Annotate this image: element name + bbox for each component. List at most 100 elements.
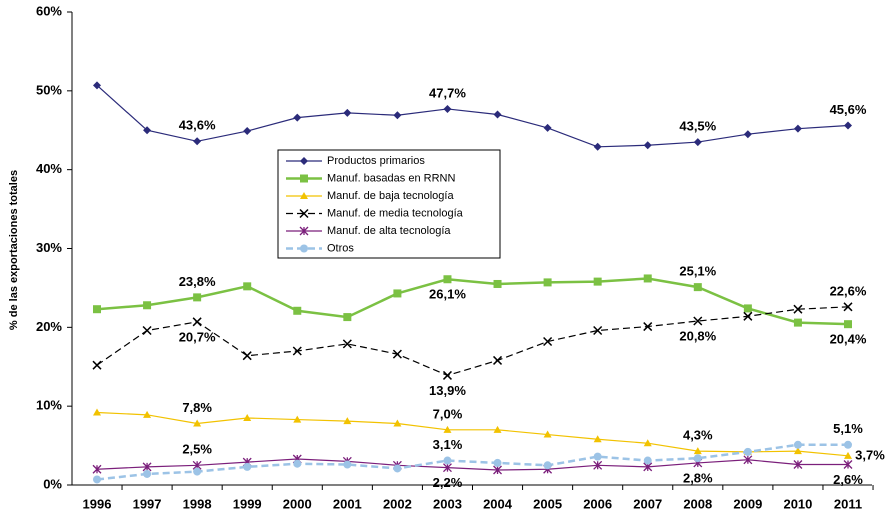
point	[293, 415, 302, 423]
point	[844, 440, 852, 449]
x-tick-label: 2000	[283, 496, 312, 511]
point	[243, 282, 252, 291]
point	[593, 325, 603, 336]
point	[392, 349, 402, 359]
x-tick-label: 2005	[533, 496, 562, 511]
y-tick-label: 40%	[36, 161, 62, 176]
series-line	[96, 411, 849, 457]
point	[543, 336, 553, 347]
point	[844, 320, 852, 329]
point	[693, 447, 702, 455]
point	[843, 460, 853, 469]
point	[643, 274, 652, 283]
data-label: 7,0%	[433, 406, 463, 421]
point	[543, 430, 552, 438]
point	[243, 462, 252, 471]
point	[693, 316, 703, 326]
point	[543, 278, 552, 287]
point	[844, 451, 852, 459]
data-label: 20,4%	[830, 332, 867, 347]
point	[793, 460, 803, 469]
y-tick-label: 60%	[36, 3, 62, 18]
legend-label: Manuf. de baja tecnología	[327, 190, 454, 202]
point	[193, 293, 202, 302]
point	[192, 317, 202, 327]
point	[593, 452, 602, 461]
data-label: 3,7%	[855, 447, 885, 462]
point	[793, 124, 802, 133]
x-tick-label: 2002	[383, 496, 412, 511]
point	[743, 130, 752, 139]
point	[693, 454, 702, 463]
x-tick-label: 1996	[83, 496, 112, 511]
legend-marker	[300, 192, 308, 199]
point	[543, 123, 552, 132]
point	[143, 469, 152, 478]
legend-marker	[300, 174, 308, 183]
x-tick-label: 1998	[183, 496, 212, 511]
series-line	[96, 277, 849, 326]
point	[693, 138, 702, 147]
point	[142, 325, 152, 336]
point	[793, 304, 803, 314]
point	[293, 306, 302, 315]
data-label: 2,5%	[182, 442, 212, 457]
point	[343, 417, 352, 425]
legend-marker	[299, 208, 309, 219]
point	[493, 425, 502, 433]
point	[293, 459, 302, 468]
point	[793, 447, 802, 455]
data-label: 13,9%	[429, 383, 466, 398]
point	[593, 142, 602, 151]
point	[393, 419, 402, 427]
point	[643, 439, 652, 447]
legend-marker	[300, 244, 308, 253]
point	[393, 464, 402, 473]
x-tick-label: 2006	[583, 496, 612, 511]
x-tick-label: 2004	[483, 496, 513, 511]
point	[843, 302, 853, 312]
point	[443, 275, 452, 284]
point	[443, 456, 452, 465]
data-label: 7,8%	[182, 400, 212, 415]
point	[142, 462, 152, 472]
point	[493, 465, 502, 475]
point	[442, 370, 452, 380]
data-label: 2,2%	[433, 475, 463, 490]
data-label: 20,7%	[179, 329, 216, 344]
legend-label: Otros	[327, 242, 354, 254]
data-label: 3,1%	[433, 437, 463, 452]
series-line	[96, 84, 849, 148]
point	[693, 283, 702, 292]
point	[292, 346, 302, 356]
point	[443, 425, 452, 433]
point	[793, 318, 802, 327]
x-tick-label: 2011	[834, 496, 862, 511]
point	[393, 111, 402, 120]
legend-label: Manuf. de media tecnología	[327, 207, 464, 219]
point	[493, 279, 502, 288]
point	[143, 410, 152, 418]
point	[92, 464, 102, 474]
legend-marker	[299, 226, 309, 236]
data-label: 4,3%	[683, 428, 713, 443]
series-line	[96, 458, 848, 471]
data-label: 23,8%	[179, 274, 216, 289]
data-label: 43,6%	[179, 118, 216, 133]
point	[844, 121, 852, 130]
data-label: 2,8%	[683, 470, 713, 485]
y-tick-label: 0%	[43, 476, 62, 491]
x-tick-label: 2010	[783, 496, 812, 511]
x-tick-label: 2003	[433, 496, 462, 511]
point	[743, 455, 753, 465]
legend-label: Manuf. basadas en RRNN	[327, 172, 455, 184]
point	[93, 81, 101, 90]
point	[93, 475, 101, 484]
point	[643, 322, 653, 332]
point	[443, 463, 452, 473]
point	[443, 104, 452, 113]
point	[342, 339, 352, 349]
point	[193, 137, 202, 146]
point	[93, 305, 101, 314]
